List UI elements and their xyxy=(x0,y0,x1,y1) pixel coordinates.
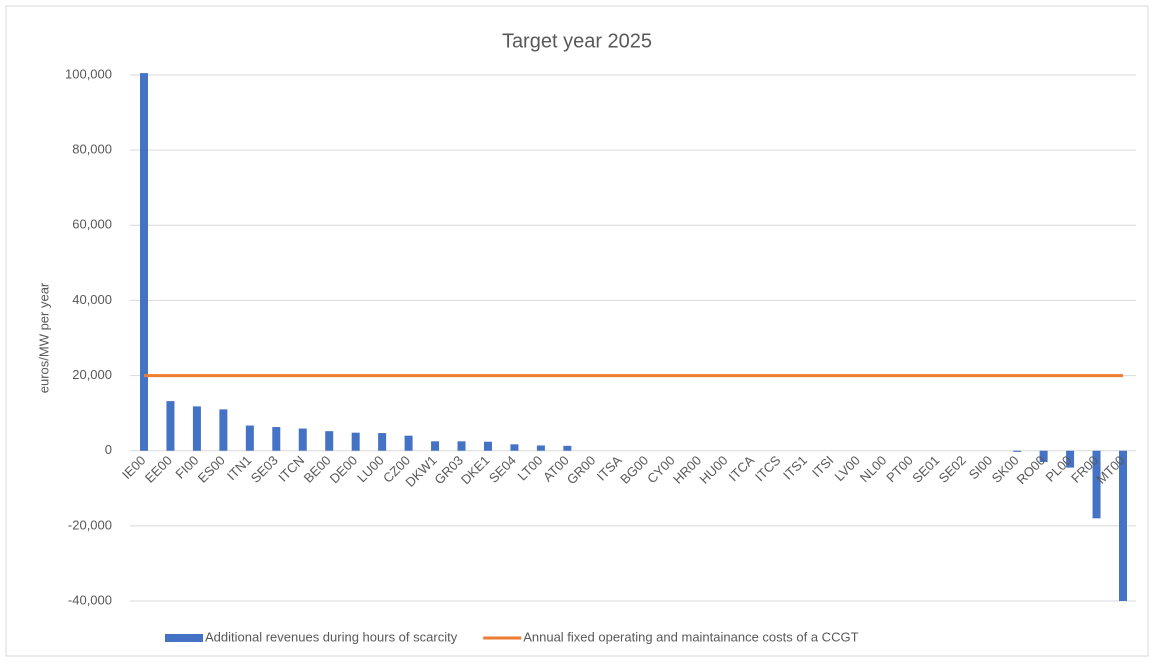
y-tick-label: 60,000 xyxy=(72,217,112,232)
legend-label: Annual fixed operating and maintainance … xyxy=(523,629,858,644)
bar xyxy=(219,409,228,451)
bar xyxy=(483,441,492,451)
bar xyxy=(1119,450,1127,601)
bar xyxy=(1066,450,1075,468)
y-tick-label: 100,000 xyxy=(65,66,112,81)
bar xyxy=(378,433,387,451)
chart-border xyxy=(5,5,1149,657)
bar xyxy=(457,441,466,451)
y-tick-label: -40,000 xyxy=(68,592,112,607)
bar xyxy=(351,432,360,451)
bar xyxy=(1092,450,1101,519)
bar xyxy=(192,406,201,451)
y-tick-label: 0 xyxy=(105,442,112,457)
bar xyxy=(325,431,334,451)
chart-title: Target year 2025 xyxy=(502,30,652,52)
y-tick-label: -20,000 xyxy=(68,517,112,532)
legend-swatch xyxy=(165,634,203,642)
bar xyxy=(404,435,413,451)
y-tick-label: 20,000 xyxy=(72,367,112,382)
bar xyxy=(510,444,519,451)
bar xyxy=(431,441,440,451)
y-axis-label: euros/MW per year xyxy=(36,282,51,393)
bar xyxy=(536,445,545,451)
bar xyxy=(166,401,175,451)
legend-label: Additional revenues during hours of scar… xyxy=(205,629,458,644)
y-tick-label: 40,000 xyxy=(72,292,112,307)
bar xyxy=(1039,450,1048,462)
bar xyxy=(140,73,148,451)
bar xyxy=(245,425,254,451)
bar xyxy=(298,428,307,451)
bar xyxy=(563,445,572,451)
y-tick-label: 80,000 xyxy=(72,142,112,157)
bar xyxy=(1013,450,1022,452)
bar xyxy=(272,427,281,451)
